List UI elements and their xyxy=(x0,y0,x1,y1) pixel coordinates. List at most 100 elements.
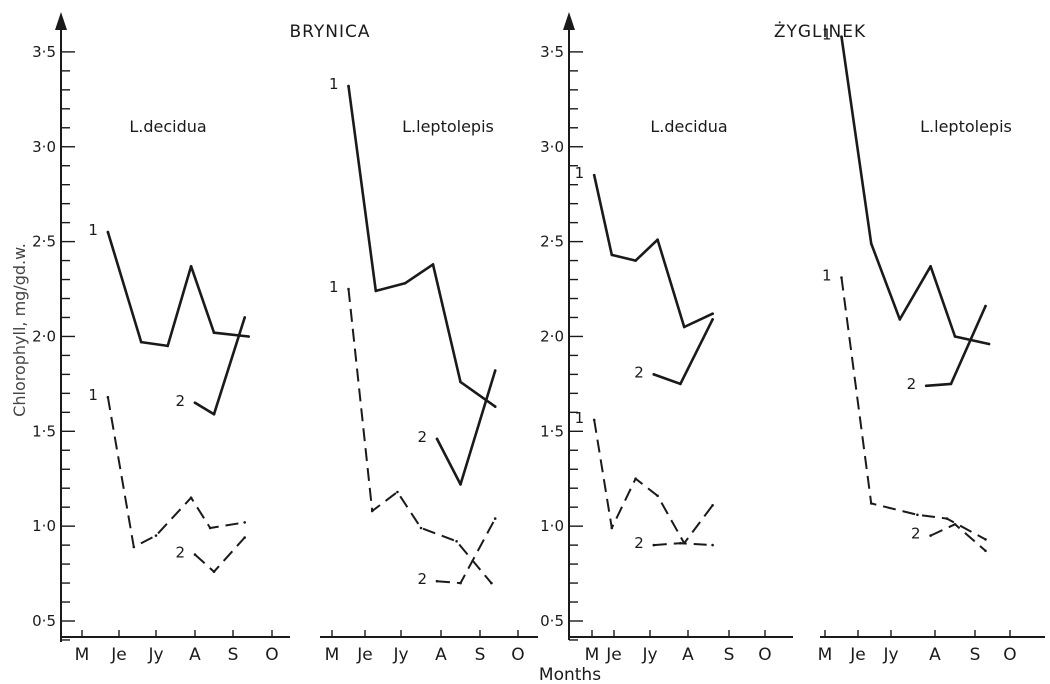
series-label: 2 xyxy=(634,363,644,381)
data-point xyxy=(490,581,493,585)
data-point xyxy=(189,496,193,500)
data-point xyxy=(945,517,949,520)
series-line-dashed-1 xyxy=(347,288,493,584)
data-point xyxy=(924,384,928,388)
data-point xyxy=(403,282,407,285)
x-tick-label: Je xyxy=(356,645,372,665)
x-tick-label: O xyxy=(758,645,771,665)
y-tick-label: 1·0 xyxy=(540,517,564,535)
series-line-dashed-1 xyxy=(840,277,986,541)
series-label: 1 xyxy=(822,267,832,285)
series-line-solid-2 xyxy=(435,369,497,486)
data-point xyxy=(652,373,656,376)
data-point xyxy=(193,553,197,556)
site-title: BRYNICA xyxy=(289,22,370,42)
data-point xyxy=(634,477,637,481)
y-tick-label: 0·5 xyxy=(32,612,56,630)
data-point xyxy=(208,526,212,530)
data-point xyxy=(634,259,637,262)
x-tick-label: M xyxy=(585,645,600,665)
data-point xyxy=(243,316,246,319)
series-line-solid-2 xyxy=(652,318,714,386)
data-point xyxy=(916,513,919,517)
data-point xyxy=(711,543,714,547)
data-point xyxy=(435,579,439,583)
y-axis-title: Chlorophyll, mg/gd.w. xyxy=(10,243,29,417)
y-tick-label: 2·0 xyxy=(32,327,56,345)
series-label: 2 xyxy=(634,534,644,552)
data-point xyxy=(898,318,902,321)
data-point xyxy=(592,418,596,422)
x-tick-label: A xyxy=(435,645,447,665)
data-point xyxy=(212,412,216,416)
data-point xyxy=(953,335,957,338)
panel-title: L.decidua xyxy=(650,117,727,136)
data-point xyxy=(953,523,957,526)
series-label: 1 xyxy=(575,409,585,427)
x-tick-label: A xyxy=(929,645,941,665)
y-tick-label: 1·5 xyxy=(32,422,56,440)
site-title: ŻYGLINEK xyxy=(774,21,866,42)
data-point xyxy=(243,536,246,539)
series-line-dashed-1 xyxy=(106,397,245,548)
series-line-dashed-2 xyxy=(930,523,987,552)
data-point xyxy=(711,312,714,316)
x-tick-label: Jy xyxy=(392,645,408,665)
data-point xyxy=(610,253,614,257)
data-point xyxy=(459,581,462,585)
data-point xyxy=(212,331,216,335)
x-tick-label: A xyxy=(682,645,694,665)
series-label: 1 xyxy=(88,221,98,239)
data-point xyxy=(610,526,614,530)
y-tick-label: 2·0 xyxy=(540,327,564,345)
data-point xyxy=(166,344,169,348)
y-tick-label: 0·5 xyxy=(540,612,564,630)
data-point xyxy=(347,84,350,88)
x-tick-label: M xyxy=(325,645,340,665)
data-point xyxy=(374,289,378,293)
data-point xyxy=(106,395,110,399)
data-point xyxy=(106,230,110,234)
x-tick-label: Je xyxy=(605,645,621,665)
data-point xyxy=(431,263,435,266)
data-point xyxy=(396,490,399,494)
data-point xyxy=(682,325,686,329)
series-line-solid-1 xyxy=(106,230,250,348)
data-point xyxy=(592,173,596,177)
data-point xyxy=(679,541,682,545)
data-point xyxy=(347,287,350,291)
data-point xyxy=(493,405,497,408)
series-line-solid-2 xyxy=(193,316,246,416)
data-point xyxy=(154,534,158,537)
data-point xyxy=(132,545,136,549)
data-point xyxy=(459,483,462,486)
x-tick-label: S xyxy=(228,645,239,665)
x-tick-label: O xyxy=(265,645,278,665)
x-tick-label: Je xyxy=(849,645,865,665)
panel-title: L.leptolepis xyxy=(920,117,1012,136)
y-tick-label: 2·5 xyxy=(540,233,564,251)
x-tick-label: M xyxy=(75,645,90,665)
x-tick-label: Jy xyxy=(147,645,163,665)
x-tick-label: S xyxy=(724,645,735,665)
data-point xyxy=(869,502,873,505)
series-label: 2 xyxy=(175,392,185,410)
y-axis-arrow xyxy=(55,12,67,30)
data-point xyxy=(929,265,932,268)
series-label: 2 xyxy=(911,525,921,543)
series-label: 1 xyxy=(329,75,339,93)
data-point xyxy=(243,521,246,524)
series-line-dashed-1 xyxy=(593,419,714,545)
x-tick-label: S xyxy=(970,645,981,665)
x-tick-label: S xyxy=(475,645,486,665)
data-point xyxy=(455,540,458,543)
data-point xyxy=(189,265,193,268)
data-point xyxy=(212,570,216,573)
data-point xyxy=(679,382,682,386)
data-point xyxy=(656,238,659,241)
series-label: 2 xyxy=(417,428,427,446)
series-label: 2 xyxy=(175,544,185,562)
series-line-dashed-2 xyxy=(653,542,713,547)
data-point xyxy=(711,318,714,321)
series-label: 2 xyxy=(907,375,917,393)
